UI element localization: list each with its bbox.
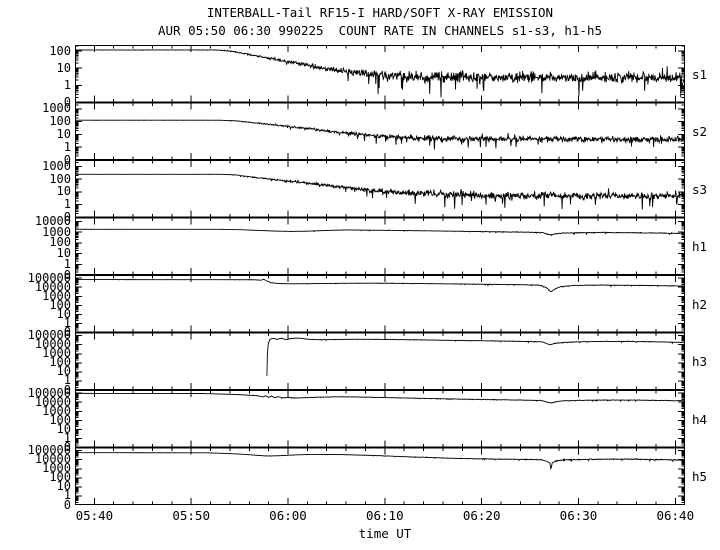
y-tick-label-h1: 0: [63, 267, 71, 282]
y-tick-label-h2: 100000: [27, 270, 71, 285]
y-tick-label-s2: 10: [56, 126, 71, 141]
x-tick-label: 06:40: [656, 508, 695, 523]
y-tick-label-s2: 100: [49, 114, 71, 129]
x-tick-label: 06:00: [269, 508, 307, 523]
y-tick-label-h4: 100: [49, 412, 71, 427]
y-tick-label-h2: 10: [56, 306, 71, 321]
y-tick-label-h2: 1000: [42, 288, 71, 303]
trace-h3: [266, 337, 685, 376]
x-tick-label: 06:10: [365, 508, 404, 523]
y-tick-label-s3: 100: [49, 171, 71, 186]
panel-frame-s3: [75, 160, 685, 218]
channel-label-h5: h5: [692, 469, 708, 485]
y-tick-label-h3: 10000: [34, 337, 71, 352]
y-tick-label-h3: 1000: [42, 346, 71, 361]
y-tick-label-h1: 1: [63, 256, 71, 271]
y-tick-label-s2: 1000: [42, 101, 71, 116]
trace-s3: [75, 173, 685, 211]
trace-h1: [75, 228, 685, 237]
chart-subtitle: AUR 05:50 06:30 990225 COUNT RATE IN CHA…: [157, 23, 602, 38]
y-tick-label-s3: 1: [63, 197, 71, 212]
chart-title: INTERBALL-Tail RF15-I HARD/SOFT X-RAY EM…: [206, 5, 554, 20]
y-tick-label-h3: 0: [63, 382, 71, 397]
y-tick-label-h1: 1000: [42, 224, 71, 239]
y-tick-label-h5: 100: [49, 470, 71, 485]
panel-frame-h1: [75, 217, 685, 275]
y-tick-label-h4: 10: [56, 421, 71, 436]
x-tick-label: 05:40: [75, 508, 114, 523]
plot-area: [75, 45, 685, 505]
trace-h4: [75, 392, 685, 404]
y-tick-label-s1: 10: [56, 60, 71, 75]
channel-label-h3: h3: [692, 354, 708, 370]
y-tick-label-s3: 1000: [42, 158, 71, 173]
y-tick-label-h5: 10000: [34, 452, 71, 467]
y-tick-label-h2: 10000: [34, 279, 71, 294]
y-tick-label-h5: 0: [63, 497, 71, 512]
y-tick-label-h5: 100000: [27, 443, 71, 458]
y-tick-label-h4: 10000: [34, 394, 71, 409]
trace-h5: [75, 452, 685, 471]
y-tick-label-h3: 1: [63, 373, 71, 388]
y-tick-label-h2: 1: [63, 315, 71, 330]
panel-frame-h3: [75, 332, 685, 390]
trace-h2: [75, 278, 685, 293]
y-tick-label-h3: 100: [49, 355, 71, 370]
y-tick-label-h5: 1: [63, 488, 71, 503]
channel-label-s1: s1: [692, 66, 708, 82]
x-tick-label: 05:50: [172, 508, 210, 523]
y-tick-label-h5: 10: [56, 479, 71, 494]
x-tick-label: 06:30: [559, 508, 598, 523]
y-tick-label-h1: 100: [49, 235, 71, 250]
y-tick-label-h1: 10: [56, 246, 71, 260]
y-tick-label-h4: 1: [63, 430, 71, 445]
trace-s1: [75, 49, 685, 98]
panel-frame-h2: [75, 275, 685, 333]
y-tick-label-s1: 100: [49, 43, 71, 58]
panel-frame-h4: [75, 390, 685, 448]
channel-label-s3: s3: [692, 181, 708, 197]
y-tick-label-h4: 0: [63, 440, 71, 454]
x-axis-title: time UT: [358, 526, 412, 541]
y-tick-label-h2: 100: [49, 297, 71, 312]
y-tick-label-h4: 100000: [27, 385, 71, 400]
x-tick-label: 06:20: [462, 508, 501, 523]
channel-label-h2: h2: [692, 296, 708, 312]
y-tick-label-s3: 10: [56, 184, 71, 199]
y-tick-label-s2: 1: [63, 139, 71, 154]
y-tick-label-h2: 0: [63, 325, 71, 339]
channel-label-s2: s2: [692, 124, 708, 140]
panel-frame-s2: [75, 102, 685, 160]
y-tick-label-h1: 10000: [34, 213, 71, 228]
y-tick-label-s1: 1: [63, 77, 71, 92]
channel-label-h1: h1: [692, 239, 708, 255]
channel-label-h4: h4: [692, 411, 708, 427]
y-tick-label-h5: 1000: [42, 461, 71, 476]
y-tick-label-s3: 0: [63, 210, 71, 224]
y-tick-label-s2: 0: [63, 152, 71, 167]
y-tick-label-h3: 10: [56, 364, 71, 379]
y-tick-label-h3: 100000: [27, 328, 71, 343]
y-tick-label-h4: 1000: [42, 403, 71, 418]
y-tick-label-s1: 0: [63, 95, 71, 109]
trace-s2: [75, 119, 685, 150]
panel-frame-h5: [75, 447, 685, 505]
